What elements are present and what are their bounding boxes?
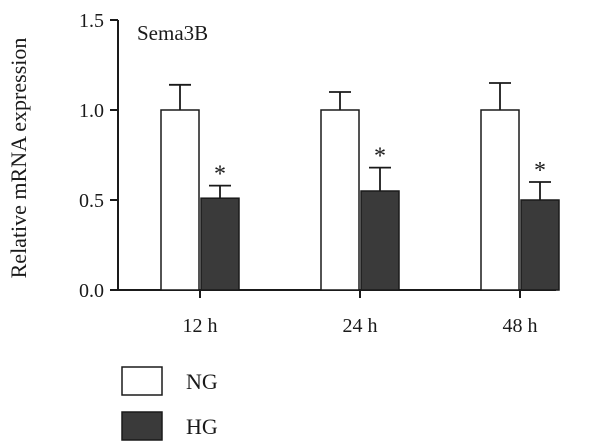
bar-hg xyxy=(520,199,560,291)
x-tick-label: 12 h xyxy=(183,315,218,337)
significance-star: * xyxy=(374,144,386,170)
y-axis-title: Relative mRNA expression xyxy=(6,38,31,279)
significance-star: * xyxy=(534,158,546,184)
y-tick-label: 0.0 xyxy=(79,280,104,302)
bar-ng xyxy=(480,109,520,291)
y-tick-label: 1.5 xyxy=(79,10,104,32)
legend-label-hg: HG xyxy=(186,414,218,439)
panel-label: Sema3B xyxy=(137,21,208,45)
bar-ng xyxy=(320,109,360,291)
bar-ng xyxy=(160,109,200,291)
legend: NG HG xyxy=(121,366,218,441)
legend-swatch-ng xyxy=(121,366,163,396)
y-tick-label: 1.0 xyxy=(79,100,104,122)
x-tick-label: 48 h xyxy=(503,315,538,337)
significance-star: * xyxy=(214,162,226,188)
bars: * * * xyxy=(160,82,560,291)
y-tick-label: 0.5 xyxy=(79,190,104,212)
legend-swatch-hg xyxy=(121,411,163,441)
bar-hg xyxy=(360,190,400,291)
axes: 0.0 0.5 1.0 1.5 Relative mRNA expression Sema… xyxy=(6,10,556,337)
bar-hg xyxy=(200,197,240,291)
x-tick-label: 24 h xyxy=(343,315,378,337)
legend-label-ng: NG xyxy=(186,369,218,394)
